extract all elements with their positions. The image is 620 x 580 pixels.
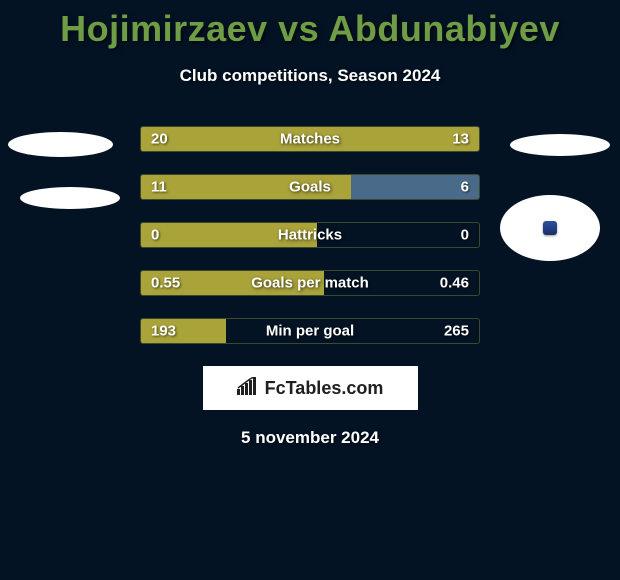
stat-value-left: 193 <box>151 323 176 340</box>
avatar-left-front <box>20 187 120 209</box>
stat-value-left: 20 <box>151 131 168 148</box>
stat-value-right: 0.46 <box>440 275 469 292</box>
brand-box[interactable]: FcTables.com <box>203 366 418 410</box>
stat-value-right: 13 <box>452 131 469 148</box>
title-text: Hojimirzaev vs Abdunabiyev <box>60 8 560 49</box>
stat-bar: 0 Hattricks 0 <box>140 222 480 248</box>
stat-metric-label: Hattricks <box>278 227 342 244</box>
stat-bar: 0.55 Goals per match 0.46 <box>140 270 480 296</box>
stat-metric-label: Min per goal <box>266 323 354 340</box>
stat-value-left: 0 <box>151 227 159 244</box>
stat-bar: 11 Goals 6 <box>140 174 480 200</box>
stat-value-right: 6 <box>461 179 469 196</box>
stat-bar: 193 Min per goal 265 <box>140 318 480 344</box>
stat-value-left: 11 <box>151 179 167 196</box>
stat-value-left: 0.55 <box>151 275 180 292</box>
avatar-right-back <box>510 134 610 156</box>
stat-value-right: 0 <box>461 227 469 244</box>
stat-bar: 20 Matches 13 <box>140 126 480 152</box>
stat-metric-label: Matches <box>280 131 340 148</box>
bar-chart-icon <box>237 377 259 400</box>
brand-label: FcTables.com <box>265 378 384 399</box>
avatar-left-back <box>8 132 113 157</box>
avatar-right-front <box>500 195 600 261</box>
stat-metric-label: Goals per match <box>251 275 369 292</box>
subtitle: Club competitions, Season 2024 <box>0 66 620 86</box>
team-badge-icon <box>543 221 557 235</box>
page-title: Hojimirzaev vs Abdunabiyev <box>0 8 620 50</box>
stat-value-right: 265 <box>444 323 469 340</box>
comparison-bars: 20 Matches 13 11 Goals 6 0 Hattricks 0 0.55 Goals … <box>140 126 480 344</box>
stat-metric-label: Goals <box>289 179 331 196</box>
date-label: 5 november 2024 <box>0 428 620 448</box>
